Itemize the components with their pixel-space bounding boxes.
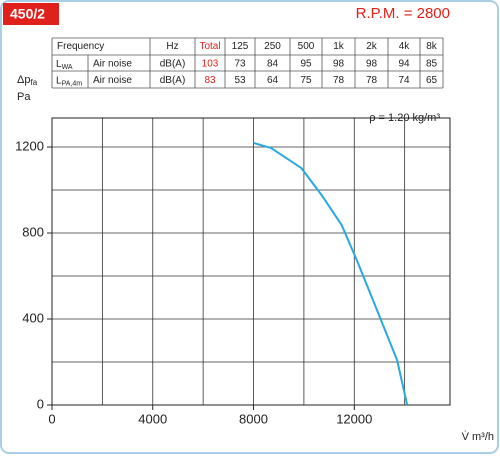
row-total: 103 xyxy=(202,59,219,70)
annotation: ρ = 1.20 kg/m³ xyxy=(369,112,440,124)
row-symbol-main: L xyxy=(56,75,62,86)
model-badge xyxy=(3,3,59,25)
curve xyxy=(253,141,409,406)
column-header: 1k xyxy=(333,41,345,52)
y-axis-unit: Pa xyxy=(17,91,31,103)
row-value: 85 xyxy=(426,59,438,70)
x-axis-label: V̇ m³/h xyxy=(462,430,494,443)
column-header: 500 xyxy=(298,41,315,52)
column-header: Hz xyxy=(166,41,178,52)
plot-frame xyxy=(51,117,451,406)
row-label: Air noise xyxy=(93,75,132,86)
model: 450/2 xyxy=(10,6,45,22)
row-value: 95 xyxy=(300,59,312,70)
row-symbol-sub: WA xyxy=(62,64,73,71)
row-value: 98 xyxy=(333,59,345,70)
x-tick-label: 0 xyxy=(48,411,55,426)
rpm: R.P.M. = 2800 xyxy=(356,5,450,22)
x-tick-label: 8000 xyxy=(239,411,268,426)
row-value: 84 xyxy=(267,59,279,70)
row-value: 94 xyxy=(398,59,410,70)
row-value: 75 xyxy=(300,75,312,86)
row-symbol-sub: PA,4m xyxy=(62,80,83,87)
row-symbol: LWA xyxy=(56,59,73,71)
row-total: 83 xyxy=(204,75,216,86)
y-tick-label: 400 xyxy=(22,310,44,325)
row-symbol: LPA,4m xyxy=(56,75,82,87)
column-header: 2k xyxy=(366,41,378,52)
x-tick-label: 12000 xyxy=(336,411,372,426)
row-value: 65 xyxy=(426,75,438,86)
row-label: Air noise xyxy=(93,59,132,70)
y-axis-symbol: Δp xyxy=(17,74,30,86)
column-header: 4k xyxy=(399,41,411,52)
y-tick-label: 1200 xyxy=(15,138,44,153)
y-axis-label: Δpfa xyxy=(17,74,38,87)
column-header: 8k xyxy=(426,41,438,52)
row-value: 78 xyxy=(333,75,345,86)
row-value: 98 xyxy=(366,59,378,70)
column-header: Total xyxy=(199,41,220,52)
x-tick-label: 4000 xyxy=(138,411,167,426)
column-header: 250 xyxy=(264,41,281,52)
column-header: Frequency xyxy=(57,41,104,52)
row-value: 73 xyxy=(234,59,246,70)
row-symbol-main: L xyxy=(56,59,62,70)
row-value: 64 xyxy=(267,75,279,86)
y-tick-label: 800 xyxy=(22,224,44,239)
row-value: 78 xyxy=(366,75,378,86)
row-unit: dB(A) xyxy=(160,75,186,86)
y-tick-label: 0 xyxy=(37,396,44,411)
y-axis-sub: fa xyxy=(30,78,37,87)
row-value: 74 xyxy=(398,75,410,86)
column-header: 125 xyxy=(232,41,249,52)
row-unit: dB(A) xyxy=(160,59,186,70)
row-value: 53 xyxy=(234,75,246,86)
